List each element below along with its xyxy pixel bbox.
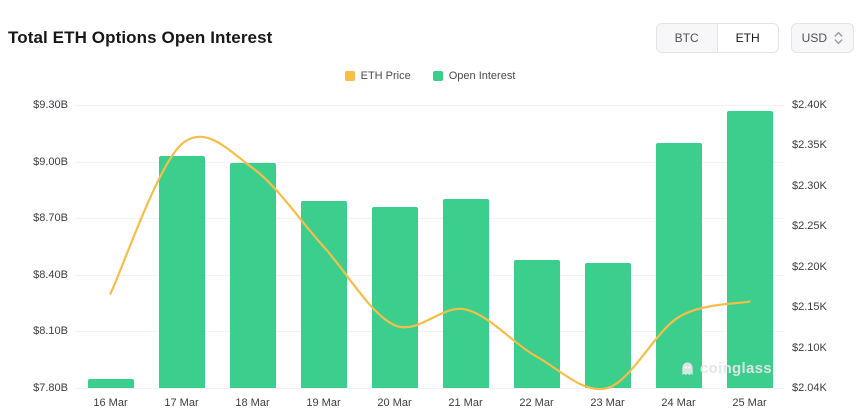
eth-price-swatch-icon xyxy=(344,71,355,81)
x-axis-label: 25 Mar xyxy=(732,397,767,409)
x-axis-label: 22 Mar xyxy=(519,397,554,409)
x-axis-label: 16 Mar xyxy=(93,397,128,409)
open-interest-bar[interactable] xyxy=(655,142,702,388)
x-axis-label: 24 Mar xyxy=(661,397,696,409)
right-axis-tick: $2.40K xyxy=(792,99,827,111)
watermark: coinglass xyxy=(680,360,772,377)
up-down-chevrons-icon xyxy=(834,31,843,45)
legend: ETH Price Open Interest xyxy=(0,70,860,82)
legend-item-eth-price[interactable]: ETH Price xyxy=(344,70,411,82)
coin-toggle-eth[interactable]: ETH xyxy=(716,24,778,52)
header: Total ETH Options Open Interest BTC ETH … xyxy=(0,0,860,56)
x-axis-label: 19 Mar xyxy=(306,397,341,409)
x-axis-label: 23 Mar xyxy=(590,397,625,409)
legend-item-open-interest[interactable]: Open Interest xyxy=(432,70,516,82)
page-title: Total ETH Options Open Interest xyxy=(8,28,273,47)
header-controls: BTC ETH USD xyxy=(655,23,854,53)
right-axis-tick: $2.30K xyxy=(792,179,827,192)
right-axis-tick: $2.25K xyxy=(792,220,827,233)
x-axis-label: 21 Mar xyxy=(448,397,483,409)
open-interest-bar[interactable] xyxy=(158,155,205,388)
left-axis-tick: $8.10B xyxy=(33,325,68,338)
open-interest-bar[interactable] xyxy=(229,163,276,388)
left-axis-tick: $9.00B xyxy=(33,155,68,168)
legend-label: ETH Price xyxy=(360,70,411,82)
right-axis-tick: $2.20K xyxy=(792,260,827,273)
unit-select[interactable]: USD xyxy=(790,23,854,53)
coin-toggle-btc[interactable]: BTC xyxy=(656,24,717,52)
left-axis-tick: $8.40B xyxy=(33,268,68,281)
x-axis-label: 20 Mar xyxy=(377,397,412,409)
watermark-text: coinglass xyxy=(700,360,772,377)
gridline xyxy=(75,388,785,389)
coinglass-ghost-icon xyxy=(682,361,693,375)
coin-toggle: BTC ETH xyxy=(655,23,779,53)
legend-label: Open Interest xyxy=(448,70,516,82)
right-axis-tick: $2.04K xyxy=(792,382,827,394)
right-axis-tick: $2.35K xyxy=(792,139,827,152)
unit-select-value: USD xyxy=(801,31,827,45)
open-interest-bar[interactable] xyxy=(371,206,418,388)
x-axis-label: 18 Mar xyxy=(235,397,270,409)
open-interest-bar[interactable] xyxy=(442,199,489,388)
open-interest-bar[interactable] xyxy=(726,110,773,388)
open-interest-bar[interactable] xyxy=(584,263,631,388)
right-axis-tick: $2.15K xyxy=(792,301,827,314)
x-axis-label: 17 Mar xyxy=(164,397,199,409)
open-interest-swatch-icon xyxy=(432,71,443,81)
left-axis-tick: $7.80B xyxy=(33,382,68,394)
left-axis-tick: $9.30B xyxy=(33,99,68,111)
gridline xyxy=(75,105,785,106)
left-axis-tick: $8.70B xyxy=(33,212,68,225)
open-interest-bar[interactable] xyxy=(300,201,347,388)
right-axis-tick: $2.10K xyxy=(792,341,827,354)
open-interest-bar[interactable] xyxy=(87,378,134,388)
open-interest-bar[interactable] xyxy=(513,259,560,388)
